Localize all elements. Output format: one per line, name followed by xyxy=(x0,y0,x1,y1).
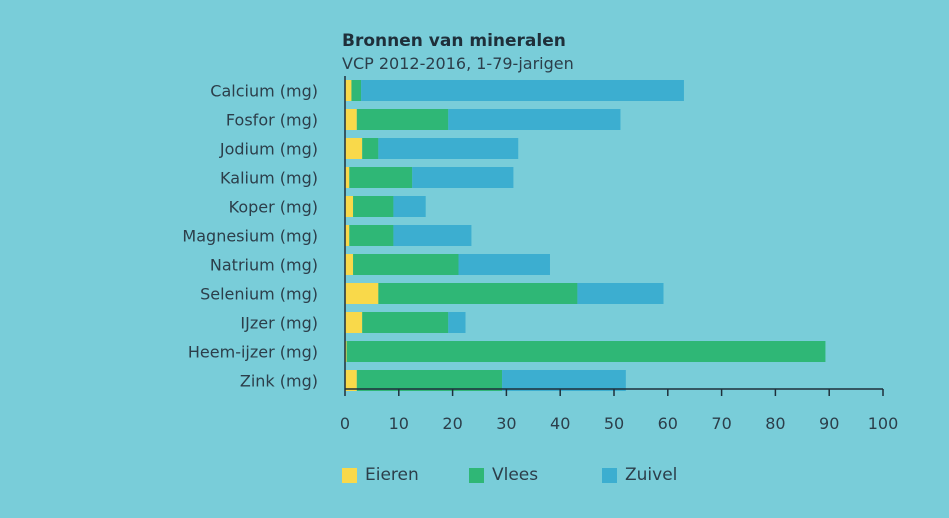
x-tick-label-70: 70 xyxy=(711,414,731,433)
bar-zuivel-calcium-mg xyxy=(361,80,684,101)
chart-title: Bronnen van mineralen xyxy=(342,31,566,51)
bar-zuivel-selenium-mg xyxy=(577,283,664,304)
bar-vlees-zink-mg xyxy=(356,370,503,391)
bar-zuivel-kalium-mg xyxy=(412,167,514,188)
bar-vlees-selenium-mg xyxy=(378,283,578,304)
legend-label-eieren: Eieren xyxy=(365,465,419,485)
bar-eieren-zink-mg xyxy=(345,370,357,391)
category-label-selenium-mg: Selenium (mg) xyxy=(200,285,318,304)
x-tick-label-60: 60 xyxy=(658,414,678,433)
category-label-fosfor-mg: Fosfor (mg) xyxy=(226,111,318,130)
bar-zuivel-natrium-mg xyxy=(458,254,550,275)
category-label-ijzer-mg: IJzer (mg) xyxy=(240,314,318,333)
x-tick-label-0: 0 xyxy=(340,414,350,433)
category-label-zink-mg: Zink (mg) xyxy=(240,372,318,391)
category-label-koper-mg: Koper (mg) xyxy=(229,198,318,217)
bar-vlees-ijzer-mg xyxy=(362,312,449,333)
x-tick-label-100: 100 xyxy=(868,414,899,433)
legend-swatch-zuivel xyxy=(602,467,617,483)
chart-subtitle: VCP 2012-2016, 1-79-jarigen xyxy=(342,54,574,73)
bar-eieren-fosfor-mg xyxy=(345,109,357,130)
bar-eieren-calcium-mg xyxy=(345,80,352,101)
bar-vlees-calcium-mg xyxy=(351,80,362,101)
legend-item-eieren: Eieren xyxy=(342,465,469,485)
bar-vlees-kalium-mg xyxy=(349,167,413,188)
bar-zuivel-zink-mg xyxy=(502,370,626,391)
x-tick-label-10: 10 xyxy=(389,414,409,433)
bar-eieren-magnesium-mg xyxy=(345,225,350,246)
bar-vlees-jodium-mg xyxy=(362,138,379,159)
legend-label-zuivel: Zuivel xyxy=(625,465,678,485)
legend-swatch-eieren xyxy=(342,467,357,483)
bar-zuivel-fosfor-mg xyxy=(448,109,621,130)
bar-zuivel-koper-mg xyxy=(393,196,426,217)
x-tick-label-30: 30 xyxy=(496,414,516,433)
category-label-natrium-mg: Natrium (mg) xyxy=(210,256,318,275)
x-tick-label-40: 40 xyxy=(550,414,570,433)
category-label-calcium-mg: Calcium (mg) xyxy=(210,82,318,101)
bar-vlees-koper-mg xyxy=(353,196,394,217)
x-tick-label-80: 80 xyxy=(765,414,785,433)
x-tick-label-50: 50 xyxy=(604,414,624,433)
bar-eieren-ijzer-mg xyxy=(345,312,363,333)
bar-vlees-heem-ijzer-mg xyxy=(346,341,826,362)
bar-vlees-fosfor-mg xyxy=(356,109,449,130)
bar-eieren-natrium-mg xyxy=(345,254,354,275)
bar-vlees-magnesium-mg xyxy=(349,225,394,246)
bar-eieren-jodium-mg xyxy=(345,138,363,159)
bar-zuivel-jodium-mg xyxy=(378,138,519,159)
category-label-jodium-mg: Jodium (mg) xyxy=(219,140,318,159)
bar-eieren-kalium-mg xyxy=(345,167,350,188)
bar-eieren-koper-mg xyxy=(345,196,354,217)
bar-vlees-natrium-mg xyxy=(353,254,459,275)
category-label-kalium-mg: Kalium (mg) xyxy=(220,169,318,188)
bar-zuivel-magnesium-mg xyxy=(393,225,472,246)
legend-swatch-vlees xyxy=(469,467,484,483)
category-label-magnesium-mg: Magnesium (mg) xyxy=(182,227,318,246)
bar-zuivel-ijzer-mg xyxy=(448,312,466,333)
legend-item-vlees: Vlees xyxy=(469,465,602,485)
category-label-heem-ijzer-mg: Heem-ijzer (mg) xyxy=(188,343,318,362)
x-tick-label-90: 90 xyxy=(819,414,839,433)
legend: Eieren Vlees Zuivel xyxy=(342,465,677,485)
legend-item-zuivel: Zuivel xyxy=(602,465,677,485)
bar-eieren-selenium-mg xyxy=(345,283,379,304)
legend-label-vlees: Vlees xyxy=(492,465,539,485)
bar-eieren-heem-ijzer-mg xyxy=(345,341,347,362)
x-tick-label-20: 20 xyxy=(442,414,462,433)
